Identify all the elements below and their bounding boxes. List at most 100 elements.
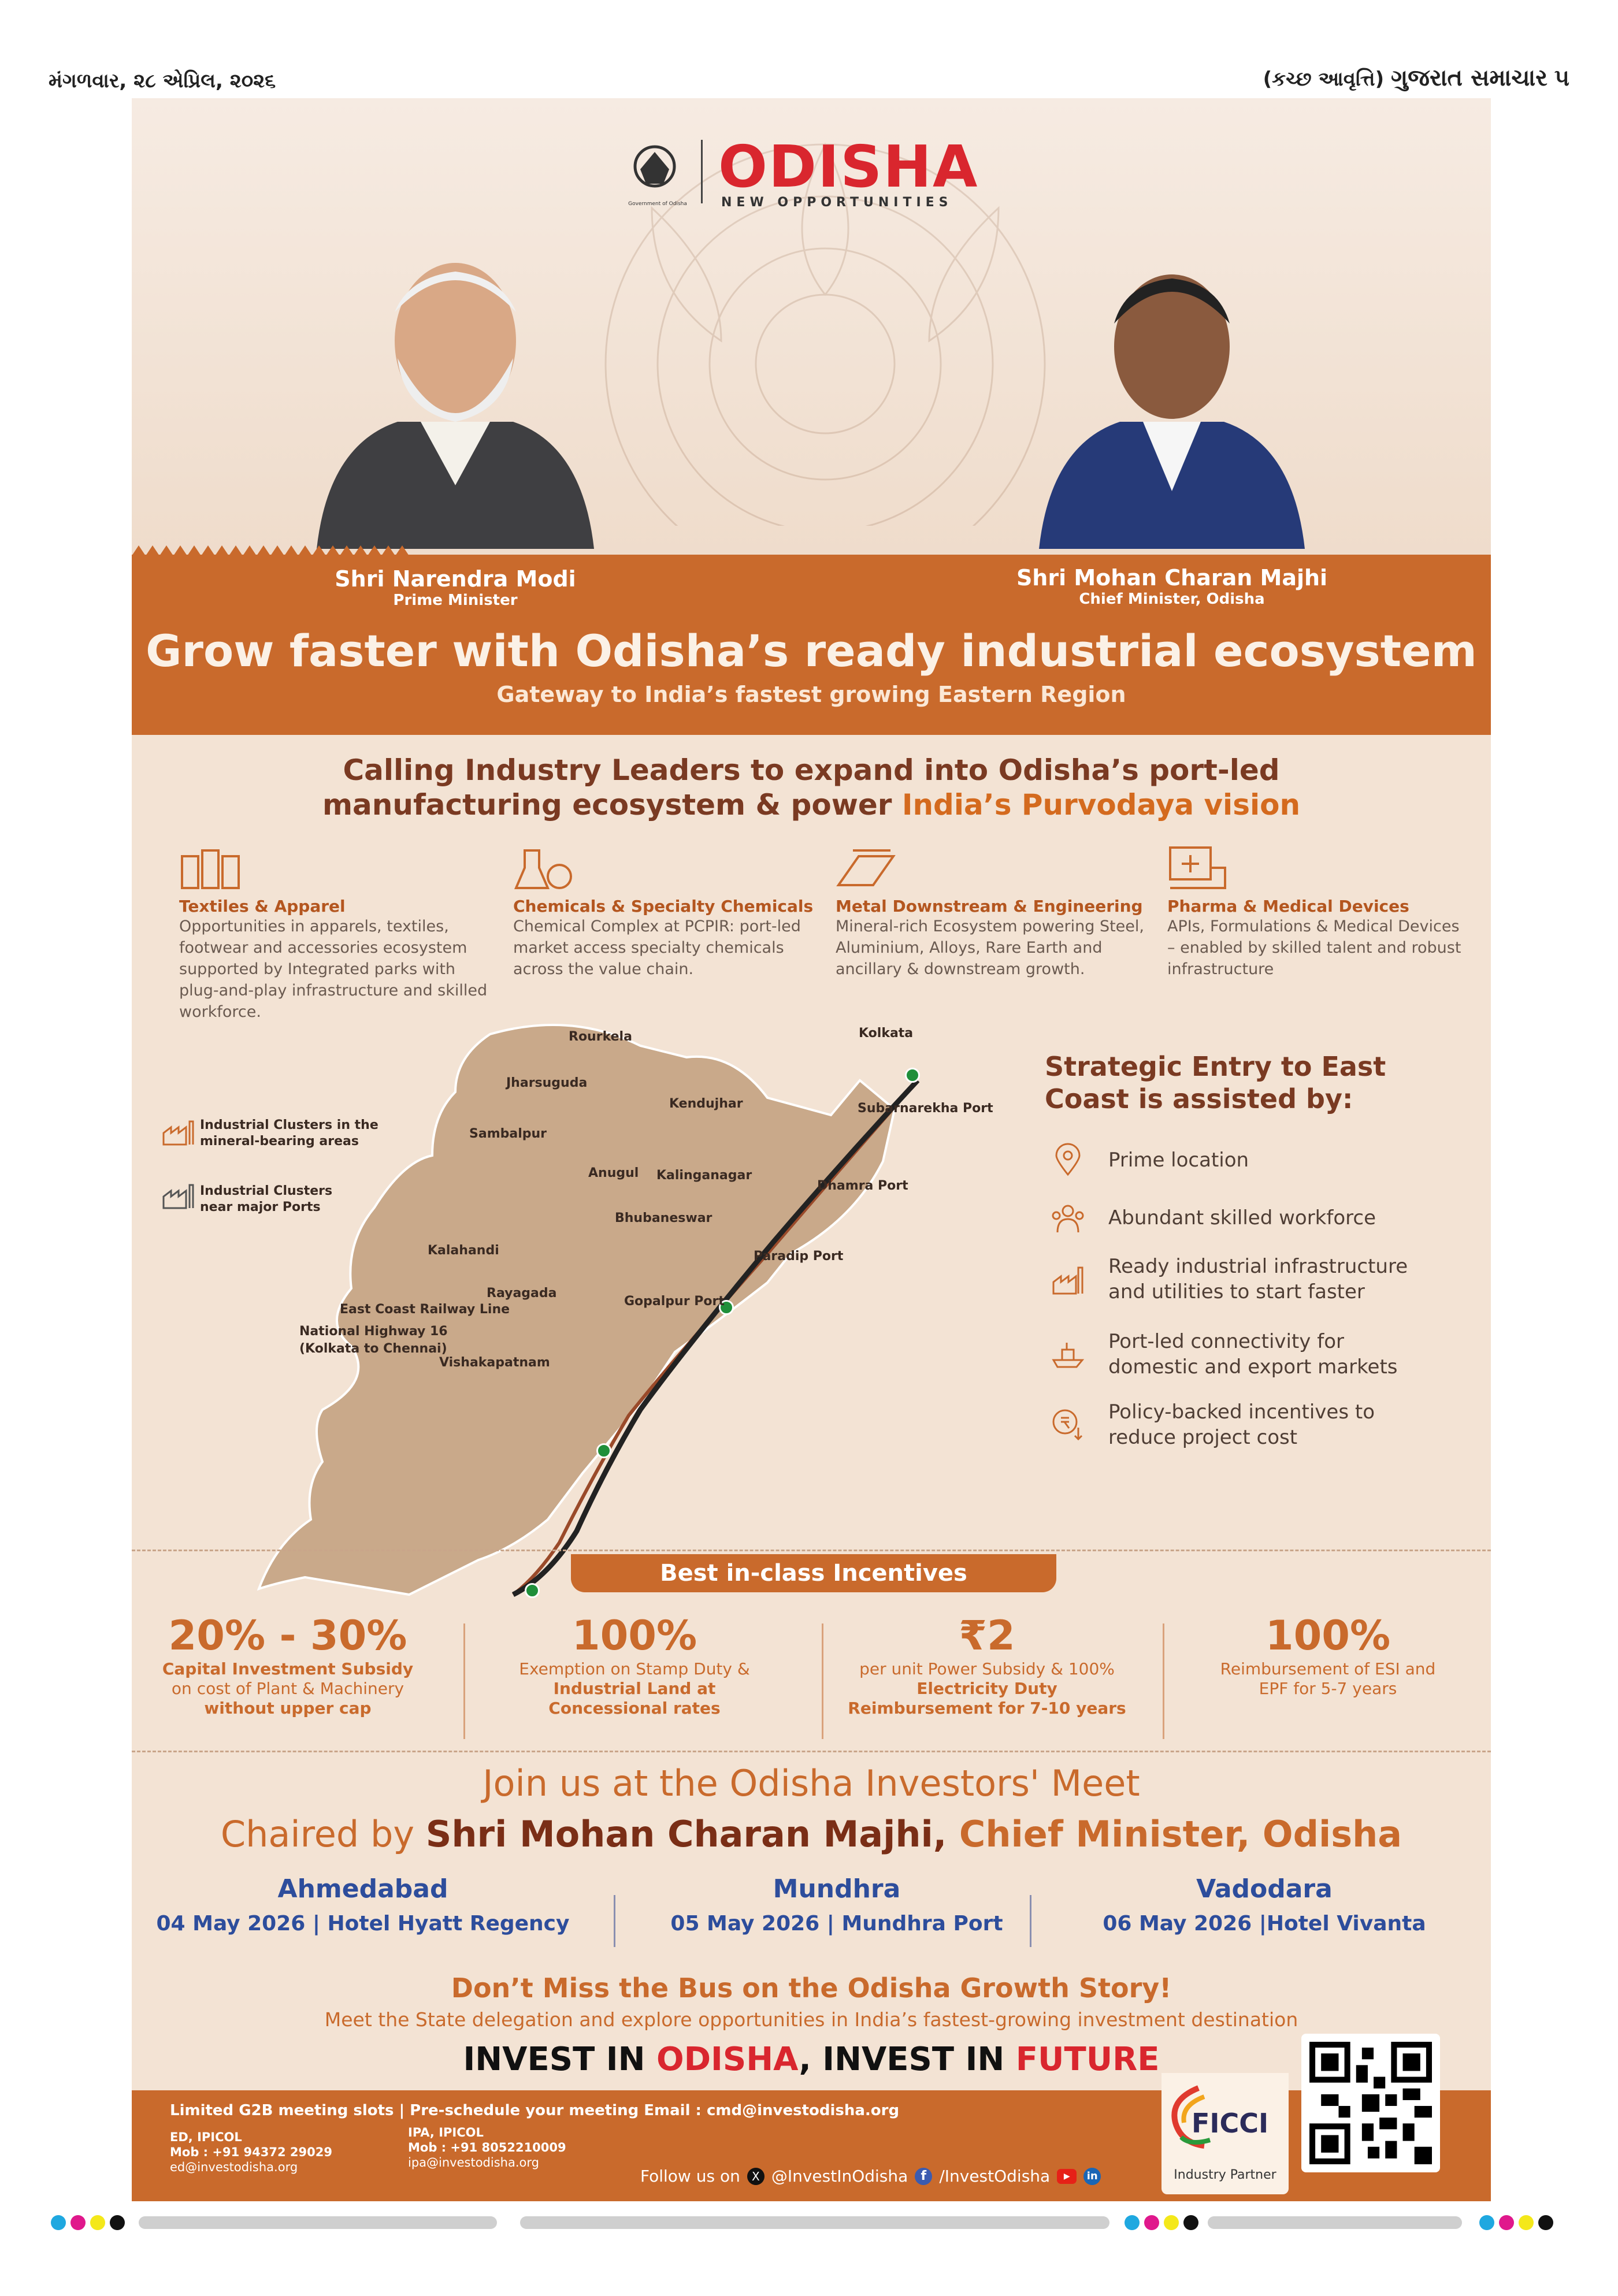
slogan-part: INVEST IN (463, 2041, 656, 2078)
incentive-card: 20% - 30% Capital Investment Subsidy on … (143, 1612, 432, 1718)
slogan-part: , INVEST IN (799, 2041, 1016, 2078)
paper-name: ગુજરાત સમાચાર (1390, 65, 1548, 91)
brand-tagline: NEW OPPORTUNITIES (721, 195, 953, 210)
registration-bar (139, 2216, 497, 2229)
portrait-prime-minister (305, 225, 606, 549)
entry-item: Ready industrial infrastructure and util… (1051, 1254, 1467, 1305)
registration-magenta (1499, 2215, 1514, 2230)
odisha-map: Rourkela Jharsuguda Kendujhar Sambalpur … (132, 1011, 1022, 1635)
purvodaya-highlight: India’s Purvodaya vision (901, 788, 1301, 822)
factory-icon (1052, 1266, 1083, 1295)
incentive-line: Industrial Land at (553, 1679, 716, 1698)
venue-date: 05 May 2026 | Mundhra Port (670, 1912, 1003, 1935)
label-highway: National Highway 16 (Kolkata to Chennai) (299, 1324, 448, 1356)
venue-date: 04 May 2026 | Hotel Hyatt Regency (156, 1912, 570, 1935)
venue-card: Mundhra 05 May 2026 | Mundhra Port (617, 1874, 1056, 1935)
incentive-line: Reimbursement for 7-10 years (848, 1699, 1126, 1718)
factory-icon (162, 1120, 194, 1146)
meet-join: Join us at the Odisha Investors' Meet (483, 1762, 1140, 1804)
youtube-icon[interactable]: ▶ (1057, 2168, 1077, 2184)
invest-slogan: INVEST IN ODISHA, INVEST IN FUTURE (132, 2041, 1491, 2078)
ficci-swirl-icon (1171, 2085, 1211, 2149)
slogan-odisha: ODISHA (656, 2041, 799, 2078)
metal-beam-icon (836, 849, 896, 886)
incentive-line: Reimbursement of ESI and (1220, 1659, 1436, 1678)
cm-title: Chief Minister, Odisha (1079, 590, 1265, 608)
calling-line-2a: manufacturing ecosystem & power (322, 788, 902, 822)
industry-text: APIs, Formulations & Medical Devices – e… (1167, 917, 1461, 978)
brand-name: ODISHA (718, 133, 979, 200)
label-kendujhar: Kendujhar (669, 1097, 743, 1111)
registration-bar (1208, 2216, 1462, 2229)
registration-yellow (90, 2215, 105, 2230)
incentives-divider (132, 1550, 1491, 1551)
cm-name: Shri Mohan Charan Majhi (1016, 565, 1328, 590)
state-emblem-icon (623, 138, 686, 201)
x-handle[interactable]: @InvestInOdisha (771, 2167, 908, 2186)
facebook-icon[interactable]: f (915, 2167, 933, 2185)
vishakapatnam-marker (525, 1583, 540, 1598)
entry-text: Ready industrial infrastructure and util… (1108, 1255, 1408, 1303)
entry-text: Abundant skilled workforce (1108, 1206, 1376, 1229)
footer-band: Limited G2B meeting slots | Pre-schedule… (132, 2034, 1491, 2201)
incentive-line: without upper cap (204, 1699, 372, 1718)
band-zigzag-border (132, 545, 409, 556)
linkedin-icon[interactable]: in (1083, 2167, 1101, 2185)
label-vishakapatnam: Vishakapatnam (439, 1355, 550, 1370)
entry-item: Policy-backed incentives to reduce proje… (1051, 1399, 1467, 1450)
medical-device-icon (1169, 846, 1226, 889)
contact-email[interactable]: ed@investodisha.org (170, 2160, 298, 2174)
registration-black (110, 2215, 125, 2230)
contact-mobile: Mob : +91 8052210009 (408, 2141, 566, 2154)
industry-title: Textiles & Apparel (179, 897, 346, 916)
label-dhamra: Dhamra Port (817, 1179, 908, 1193)
page-number: ૫ (1554, 65, 1569, 91)
registration-cyan (51, 2215, 66, 2230)
venue-separator (614, 1895, 615, 1947)
registration-yellow (1164, 2215, 1179, 2230)
label-subarnarekha: Subarnarekha Port (858, 1101, 993, 1116)
label-jharsuguda: Jharsuguda (506, 1076, 588, 1090)
incentive-value: 100% (572, 1612, 697, 1659)
incentive-card: ₹2 per unit Power Subsidy & 100% Electri… (837, 1612, 1137, 1718)
dont-miss: Don’t Miss the Bus on the Odisha Growth … (451, 1972, 1172, 2004)
qr-code-icon (1309, 2042, 1432, 2164)
newspaper-masthead: (કચ્છ આવૃત્તિ) ગુજરાત સમાચાર ૫ (1263, 65, 1569, 91)
contact-email[interactable]: ipa@investodisha.org (408, 2156, 539, 2169)
factory-icon (162, 1184, 194, 1209)
textile-icon (181, 849, 240, 889)
map-shape (257, 1024, 920, 1597)
x-icon[interactable]: X (747, 2167, 765, 2185)
venue-separator (1030, 1895, 1031, 1947)
incentive-value: 20% - 30% (168, 1612, 407, 1659)
label-railway: East Coast Railway Line (340, 1302, 510, 1317)
calling-line-1: Calling Industry Leaders to expand into … (343, 753, 1280, 787)
odisha-logo: Government of Odisha ODISHA NEW OPPORTUN… (623, 133, 1027, 214)
incentives-title: Best in-class Incentives (571, 1554, 1056, 1592)
label-gopalpur: Gopalpur Port (624, 1294, 725, 1309)
ficci-sub: Industry Partner (1174, 2168, 1276, 2182)
gopalpur-marker (596, 1443, 611, 1458)
chaired-name: Shri Mohan Charan Majhi, (425, 1813, 959, 1855)
qr-code[interactable] (1301, 2034, 1440, 2172)
newspaper-date: મંગળવાર, ૨૮ એપ્રિલ, ૨૦૨૬ (49, 69, 276, 92)
incentive-value: 100% (1265, 1612, 1391, 1659)
industry-title: Pharma & Medical Devices (1167, 897, 1409, 916)
industry-pharma: Pharma & Medical Devices APIs, Formulati… (1167, 845, 1468, 980)
incentive-line: Electricity Duty (916, 1679, 1057, 1698)
label-bhubaneswar: Bhubaneswar (615, 1211, 712, 1225)
incentive-line: EPF for 5-7 years (1259, 1679, 1397, 1698)
industry-chemicals: Chemicals & Specialty Chemicals Chemical… (513, 845, 814, 980)
industry-text: Opportunities in apparels, textiles, foo… (179, 917, 488, 1021)
entry-text: Prime location (1108, 1149, 1249, 1172)
entry-text: Policy-backed incentives to reduce proje… (1108, 1400, 1375, 1449)
bhubaneswar-marker (719, 1300, 734, 1315)
registration-black (1538, 2215, 1553, 2230)
incentive-line: Capital Investment Subsidy (162, 1659, 414, 1678)
mandala-pattern (604, 142, 1046, 526)
label-kolkata: Kolkata (859, 1026, 914, 1041)
chaired-prefix: Chaired by (220, 1813, 426, 1855)
venue-date: 06 May 2026 |Hotel Vivanta (1103, 1912, 1426, 1935)
facebook-handle[interactable]: /InvestOdisha (939, 2167, 1051, 2186)
chaired-title: Chief Minister, Odisha (959, 1813, 1402, 1855)
